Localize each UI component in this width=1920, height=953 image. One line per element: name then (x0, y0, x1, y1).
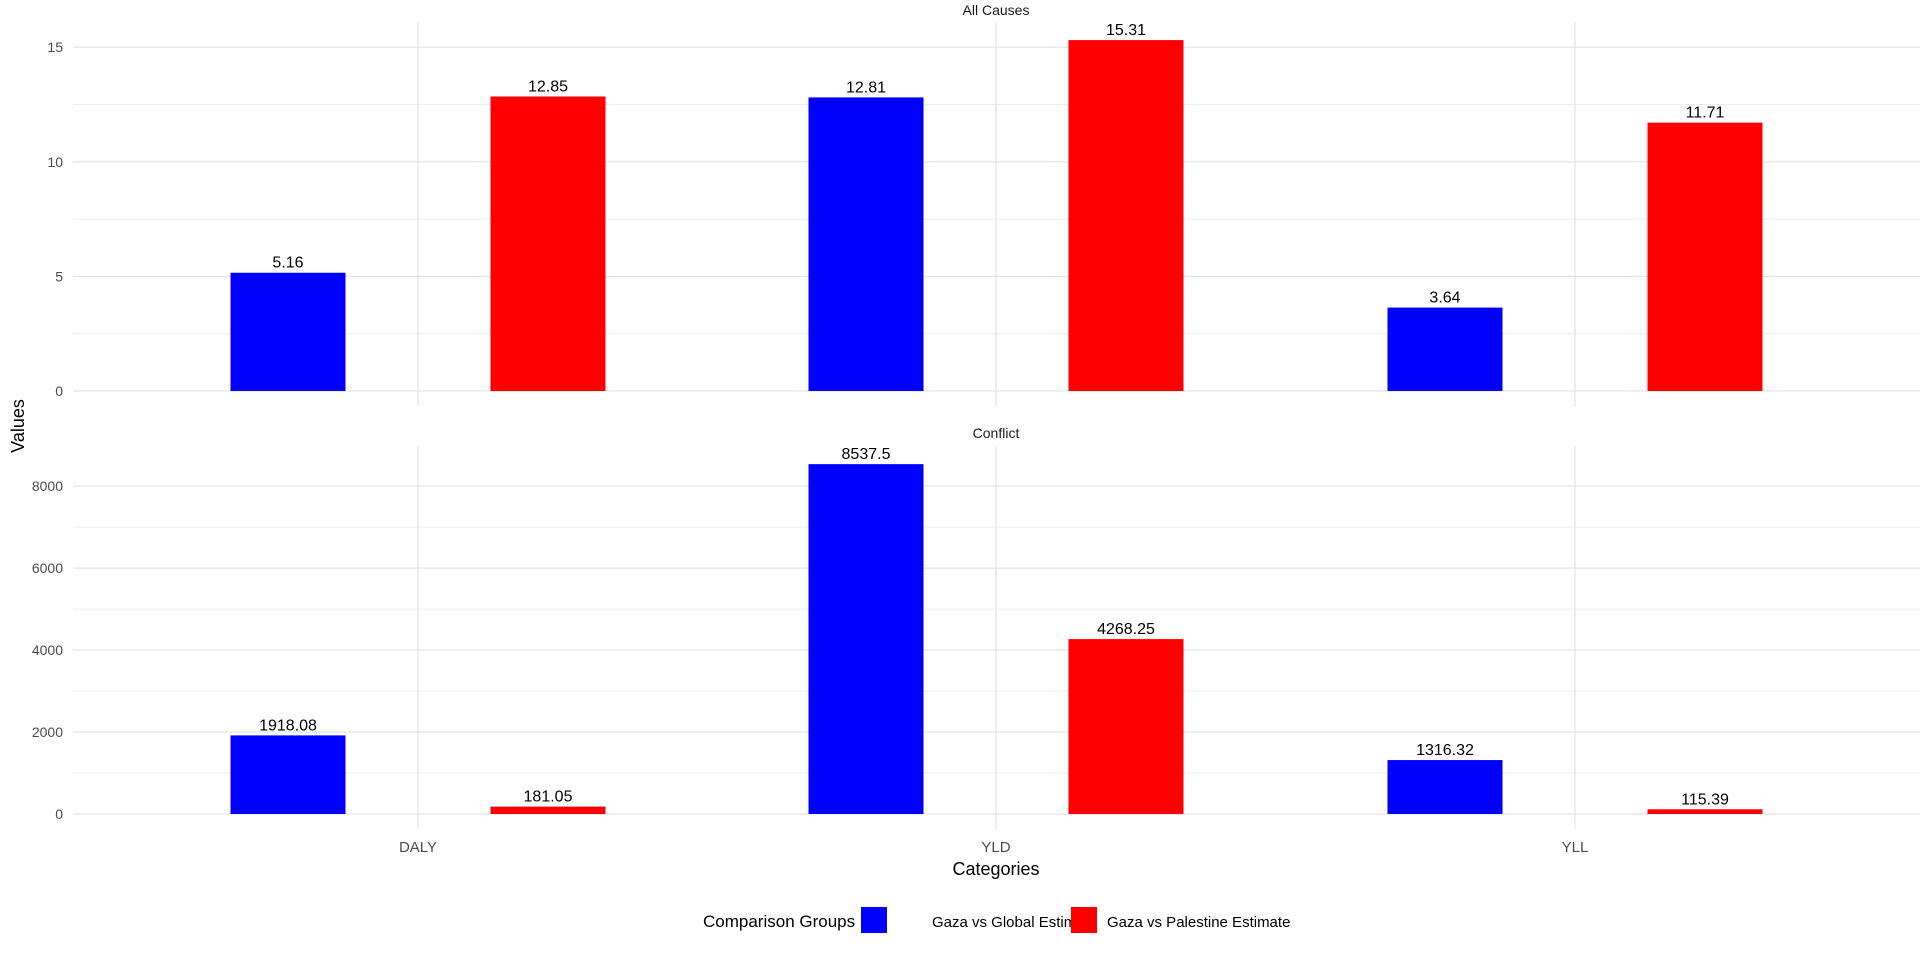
y-axis-title: Values (8, 399, 28, 453)
bar (1068, 639, 1184, 814)
y-tick-label: 0 (55, 383, 63, 399)
data-label: 3.64 (1429, 290, 1460, 307)
x-tick-label: YLL (1562, 839, 1589, 856)
facet-title: All Causes (963, 2, 1030, 18)
bar (230, 735, 346, 814)
bar (1647, 809, 1763, 814)
legend-label: Gaza vs Global Estimate (932, 914, 1097, 931)
data-label: 181.05 (524, 789, 573, 806)
y-tick-label: 4000 (32, 642, 63, 658)
bar (490, 806, 606, 814)
x-axis-title: Categories (952, 859, 1039, 879)
y-tick-label: 15 (47, 39, 63, 55)
x-tick-label: DALY (399, 839, 437, 856)
data-label: 11.71 (1686, 105, 1725, 122)
data-label: 4268.25 (1097, 621, 1155, 638)
y-tick-label: 2000 (32, 724, 63, 740)
bar (1647, 122, 1763, 391)
data-label: 115.39 (1681, 791, 1729, 808)
data-label: 1316.32 (1416, 742, 1474, 759)
data-label: 8537.5 (842, 446, 891, 463)
bar (230, 272, 346, 391)
data-label: 1918.08 (259, 717, 317, 734)
bar (1068, 40, 1184, 392)
legend-label: Gaza vs Palestine Estimate (1107, 914, 1290, 931)
y-tick-label: 5 (55, 268, 63, 284)
data-label: 15.31 (1106, 22, 1146, 39)
y-tick-label: 6000 (32, 560, 63, 576)
data-label: 12.81 (846, 79, 886, 96)
facet-title: Conflict (973, 425, 1020, 441)
legend-swatch (1071, 907, 1097, 933)
y-tick-label: 10 (47, 154, 63, 170)
x-tick-label: YLD (981, 839, 1010, 856)
data-label: 5.16 (272, 255, 303, 272)
bar (490, 96, 606, 391)
bar (1387, 760, 1503, 814)
y-tick-label: 0 (55, 806, 63, 822)
bar (808, 97, 924, 391)
data-label: 12.85 (528, 78, 568, 95)
legend-title: Comparison Groups (703, 912, 855, 931)
legend-swatch (861, 907, 887, 933)
bar (1387, 307, 1503, 391)
bar (808, 464, 924, 814)
y-tick-label: 8000 (32, 478, 63, 494)
